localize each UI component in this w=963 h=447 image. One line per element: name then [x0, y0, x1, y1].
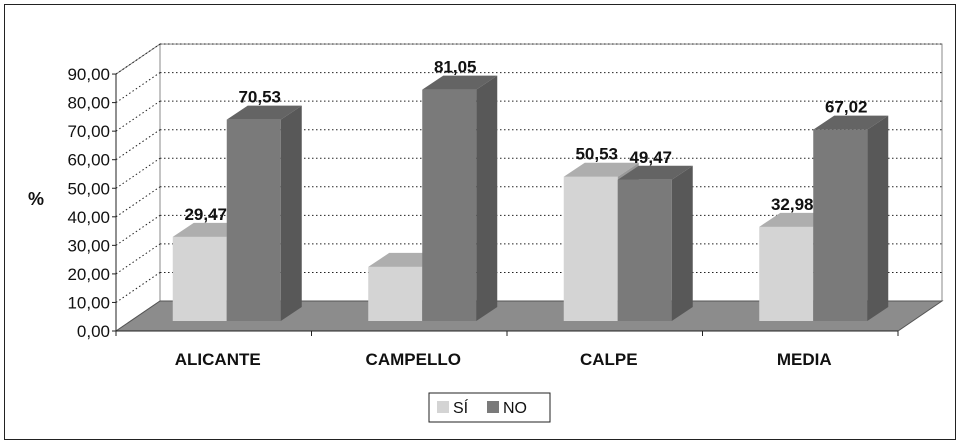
bar-top — [563, 162, 639, 177]
bar-front — [368, 266, 423, 321]
data-label: 32,98 — [771, 195, 814, 214]
gridline-side — [115, 243, 161, 275]
category-label-campello: CAMPELLO — [366, 350, 461, 369]
y-tick-label: 0,00 — [77, 322, 110, 341]
bar-front — [759, 226, 814, 321]
y-tick-label: 90,00 — [67, 65, 110, 84]
gridline-side — [115, 72, 161, 104]
bars — [172, 75, 889, 322]
axes: 0,00 10,00 20,00 30,00 40,00 50,00 60,00 70,00 8… — [67, 65, 899, 369]
bar-top — [226, 105, 302, 120]
y-tick-label: 10,00 — [67, 293, 110, 312]
legend: SÍ NO — [428, 392, 551, 423]
bar-calpe-no — [617, 165, 693, 321]
y-tick-label: 60,00 — [67, 151, 110, 170]
y-tick-label: 70,00 — [67, 122, 110, 141]
side-wall — [115, 43, 161, 332]
category-label-media: MEDIA — [777, 350, 832, 369]
bar-side — [867, 115, 889, 321]
bar-alicante-no — [226, 105, 302, 322]
bar-front — [813, 129, 868, 321]
gridlines — [115, 43, 942, 303]
category-label-alicante: ALICANTE — [175, 350, 261, 369]
bar-side — [476, 75, 498, 321]
gridline-side — [115, 129, 161, 161]
legend-swatch-no — [487, 401, 499, 413]
legend-label-si: SÍ — [453, 398, 469, 417]
y-tick-label: 20,00 — [67, 265, 110, 284]
bar-top — [422, 75, 498, 90]
y-tick-label: 30,00 — [67, 236, 110, 255]
bar-top — [617, 165, 693, 180]
y-tick-label: 80,00 — [67, 94, 110, 113]
bar-campello-no — [422, 75, 498, 321]
bar-side — [280, 105, 302, 322]
bar-media-no — [813, 115, 889, 321]
legend-swatch-si — [437, 401, 449, 413]
gridline-side — [115, 157, 161, 189]
data-label: 81,05 — [434, 58, 477, 77]
gridline-side — [115, 43, 161, 75]
legend-label-no: NO — [503, 400, 527, 417]
y-axis-label: % — [28, 189, 44, 209]
data-label: 70,53 — [238, 88, 281, 107]
data-label: 67,02 — [825, 98, 868, 117]
bar-front — [422, 89, 477, 321]
gridline-side — [115, 100, 161, 132]
data-label: 50,53 — [575, 145, 618, 164]
bar-front — [563, 176, 618, 321]
gridline-side — [115, 186, 161, 218]
y-tick-label: 40,00 — [67, 208, 110, 227]
bar-front — [617, 179, 672, 321]
bar-top — [813, 115, 889, 130]
category-label-calpe: CALPE — [580, 350, 638, 369]
data-label: 29,47 — [184, 205, 227, 224]
bar-side — [671, 165, 693, 321]
gridline-side — [115, 214, 161, 246]
data-labels: 29,47 70,53 81,05 50,53 49,47 32,98 67,02 — [184, 58, 867, 224]
bar-front — [172, 236, 227, 321]
y-tick-label: 50,00 — [67, 179, 110, 198]
gridline-side — [115, 272, 161, 303]
data-label: 49,47 — [629, 148, 672, 167]
bar-front — [226, 119, 281, 322]
